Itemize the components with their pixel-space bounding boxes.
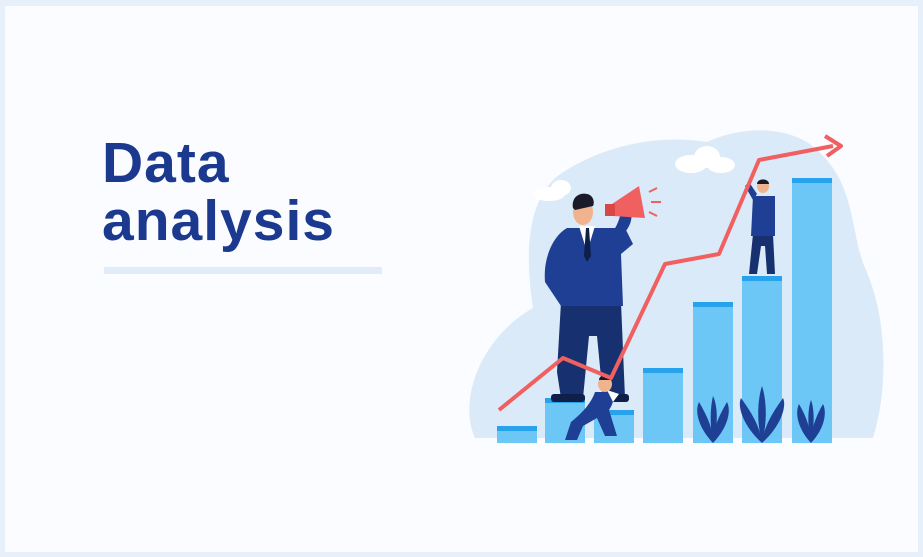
cloud-icon: [533, 180, 571, 201]
leaf-icon: [739, 386, 785, 443]
megaphone-icon: [605, 186, 661, 218]
bar: [497, 430, 537, 443]
body: [565, 392, 617, 440]
arm: [609, 212, 632, 238]
bar-cap: [693, 302, 733, 307]
title-underline: [104, 267, 382, 274]
worker-figure: [565, 375, 619, 440]
title-line-2: analysis: [102, 189, 335, 253]
title-line-1: Data: [102, 131, 230, 195]
businessman-figure: [544, 186, 661, 402]
leaf-icon: [797, 400, 825, 443]
cloud-icon: [675, 146, 735, 173]
shoe: [551, 394, 585, 402]
arm: [607, 390, 619, 402]
bar-cap: [792, 178, 832, 183]
bar-cap: [643, 368, 683, 373]
banner-frame: Data analysis: [5, 6, 918, 552]
arrow-head-icon: [823, 134, 843, 158]
tie: [584, 228, 591, 262]
bar-cap: [594, 410, 634, 415]
trend-arrow: [497, 134, 843, 412]
legs: [749, 234, 775, 274]
bar: [792, 182, 832, 443]
hair: [757, 179, 769, 184]
bar-cap: [497, 426, 537, 431]
arm: [553, 264, 577, 300]
bar-cap: [742, 276, 782, 281]
page-title: Data analysis: [102, 134, 335, 250]
bar: [643, 372, 683, 443]
hair: [572, 193, 594, 210]
leaf-icon: [697, 396, 729, 443]
jacket: [751, 196, 775, 236]
legs: [557, 302, 625, 398]
small-businessman-figure: [745, 179, 775, 274]
data-analysis-illustration: [469, 130, 884, 443]
